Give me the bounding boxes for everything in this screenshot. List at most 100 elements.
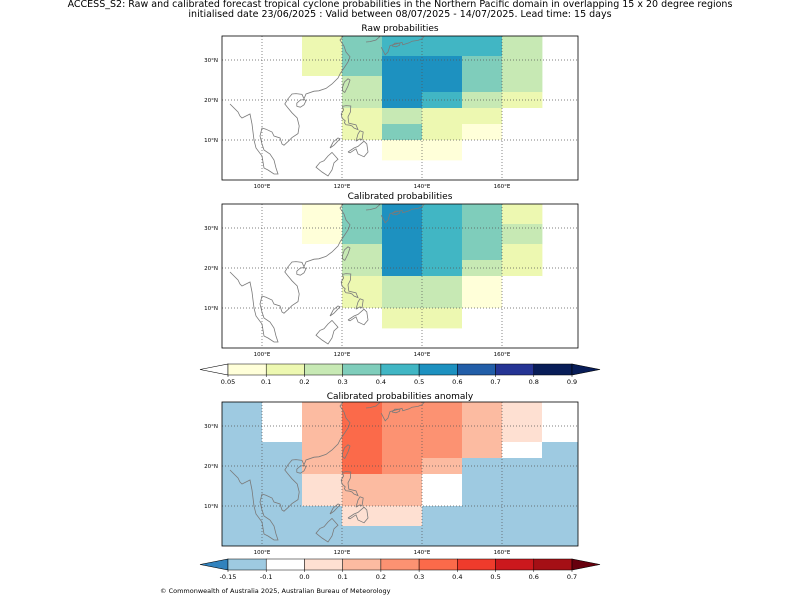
probability-colorbar-tick-label: 0.9 xyxy=(567,378,577,386)
heatmap-cell xyxy=(342,490,383,507)
heatmap-cell xyxy=(462,422,503,443)
heatmap-cell xyxy=(382,292,423,309)
heatmap-cell xyxy=(382,76,423,93)
heatmap-cell xyxy=(342,244,383,261)
coastline xyxy=(329,503,341,515)
heatmap-cell xyxy=(462,260,503,277)
probability-colorbar-tick-label: 0.3 xyxy=(337,378,347,386)
heatmap-cell xyxy=(502,490,543,507)
heatmap-cell xyxy=(342,458,383,475)
coastline xyxy=(347,308,369,326)
heatmap-cell xyxy=(502,124,543,141)
anomaly-colorbar-swatch xyxy=(418,558,458,571)
coastline xyxy=(355,130,364,142)
heatmap-cell xyxy=(462,490,503,507)
coastline xyxy=(365,204,381,211)
anomaly-colorbar-swatch xyxy=(380,558,420,571)
probability-colorbar-tick-label: 0.2 xyxy=(299,378,309,386)
coastline xyxy=(341,246,351,261)
coastline xyxy=(329,137,341,149)
heatmap-cell xyxy=(502,526,543,546)
y-tick-label: 30°N xyxy=(204,424,218,430)
probability-colorbar-swatch xyxy=(227,363,267,376)
heatmap-cell xyxy=(422,140,463,161)
heatmap-cell xyxy=(462,204,503,225)
probability-colorbar-tick-label: 0.1 xyxy=(261,378,271,386)
y-tick-label: 30°N xyxy=(204,58,218,64)
coastline xyxy=(229,36,351,175)
heatmap-cell xyxy=(222,442,263,459)
coastline xyxy=(391,408,401,414)
x-tick-label: 160°E xyxy=(494,184,511,190)
probability-colorbar-swatch xyxy=(457,363,496,376)
heatmap-cell xyxy=(302,140,343,161)
probability-colorbar-over-arrow xyxy=(571,363,601,376)
heatmap-cell xyxy=(422,422,463,443)
heatmap-cell xyxy=(302,490,343,507)
coastline xyxy=(315,517,339,543)
heatmap-cell xyxy=(462,108,503,125)
heatmap-cell xyxy=(422,36,463,57)
probability-colorbar: 0.05 0.1 0.2 0.3 0.4 0.5 0.6 0.7 0.8 0.9 xyxy=(199,363,601,386)
heatmap-cell xyxy=(342,506,383,527)
heatmap-cell xyxy=(462,292,503,309)
anomaly-map: 100°E 120°E 140°E 160°E 10°N 20°N 30°N xyxy=(204,401,579,556)
heatmap-cell xyxy=(262,506,303,527)
heatmap-cell xyxy=(262,490,303,507)
heatmap-cell xyxy=(502,276,543,293)
heatmap-cell xyxy=(422,224,463,245)
heatmap-cell xyxy=(542,526,578,546)
heatmap-cell xyxy=(302,76,343,93)
heatmap-cell xyxy=(222,474,263,491)
heatmap-cell xyxy=(462,36,503,57)
heatmap-cell xyxy=(342,56,383,77)
coastline xyxy=(365,402,381,409)
heatmap-cell xyxy=(462,140,503,161)
heatmap-cell xyxy=(542,402,578,423)
heatmap-cell xyxy=(462,92,503,109)
coastline xyxy=(329,305,341,317)
heatmap-cell xyxy=(342,308,383,329)
coastline xyxy=(391,42,401,48)
heatmap-cell xyxy=(462,124,503,141)
anomaly-colorbar-swatch xyxy=(265,558,305,571)
heatmap-cell xyxy=(382,244,423,261)
coastline xyxy=(229,402,351,541)
coastline xyxy=(391,210,401,216)
coastline xyxy=(315,319,339,345)
heatmap-cell xyxy=(462,526,503,546)
coastline xyxy=(347,506,369,524)
heatmap-cell xyxy=(342,108,383,125)
anomaly-colorbar-tick-label: 0.6 xyxy=(529,573,539,581)
raw-probabilities-map: 100°E 120°E 140°E 160°E 10°N 20°N 30°N xyxy=(204,35,579,190)
heatmap-cell xyxy=(302,260,343,277)
heatmap-cell xyxy=(302,292,343,309)
heatmap-cell xyxy=(342,36,383,57)
anomaly-colorbar-swatch xyxy=(304,558,343,571)
probability-colorbar-tick-label: 0.7 xyxy=(490,378,500,386)
heatmap-cell xyxy=(222,490,263,507)
heatmap-cell xyxy=(542,474,578,491)
heatmap-cell xyxy=(342,260,383,277)
probability-colorbar-under-arrow xyxy=(199,363,229,376)
map-frame xyxy=(221,401,579,547)
figure-title: ACCESS_S2: Raw and calibrated forecast t… xyxy=(67,0,733,10)
heatmap-cell xyxy=(382,36,423,57)
anomaly-colorbar-tick-label: 0.7 xyxy=(567,573,577,581)
heatmap-cell xyxy=(502,224,543,245)
coastline xyxy=(229,204,351,343)
heatmap-cell xyxy=(382,108,423,125)
heatmap-cell xyxy=(502,402,543,423)
heatmap-cell xyxy=(262,442,303,459)
probability-colorbar-swatch xyxy=(380,363,420,376)
anomaly-colorbar-under-arrow xyxy=(199,558,229,571)
y-tick-label: 20°N xyxy=(204,266,218,272)
heatmap-cell xyxy=(382,442,423,459)
heatmap-cell xyxy=(382,224,423,245)
heatmap-cell xyxy=(302,244,343,261)
coastline xyxy=(355,496,364,508)
heatmap-cell xyxy=(462,402,503,423)
heatmap-cell xyxy=(262,402,303,423)
anomaly-colorbar-tick-label: -0.15 xyxy=(220,573,237,581)
